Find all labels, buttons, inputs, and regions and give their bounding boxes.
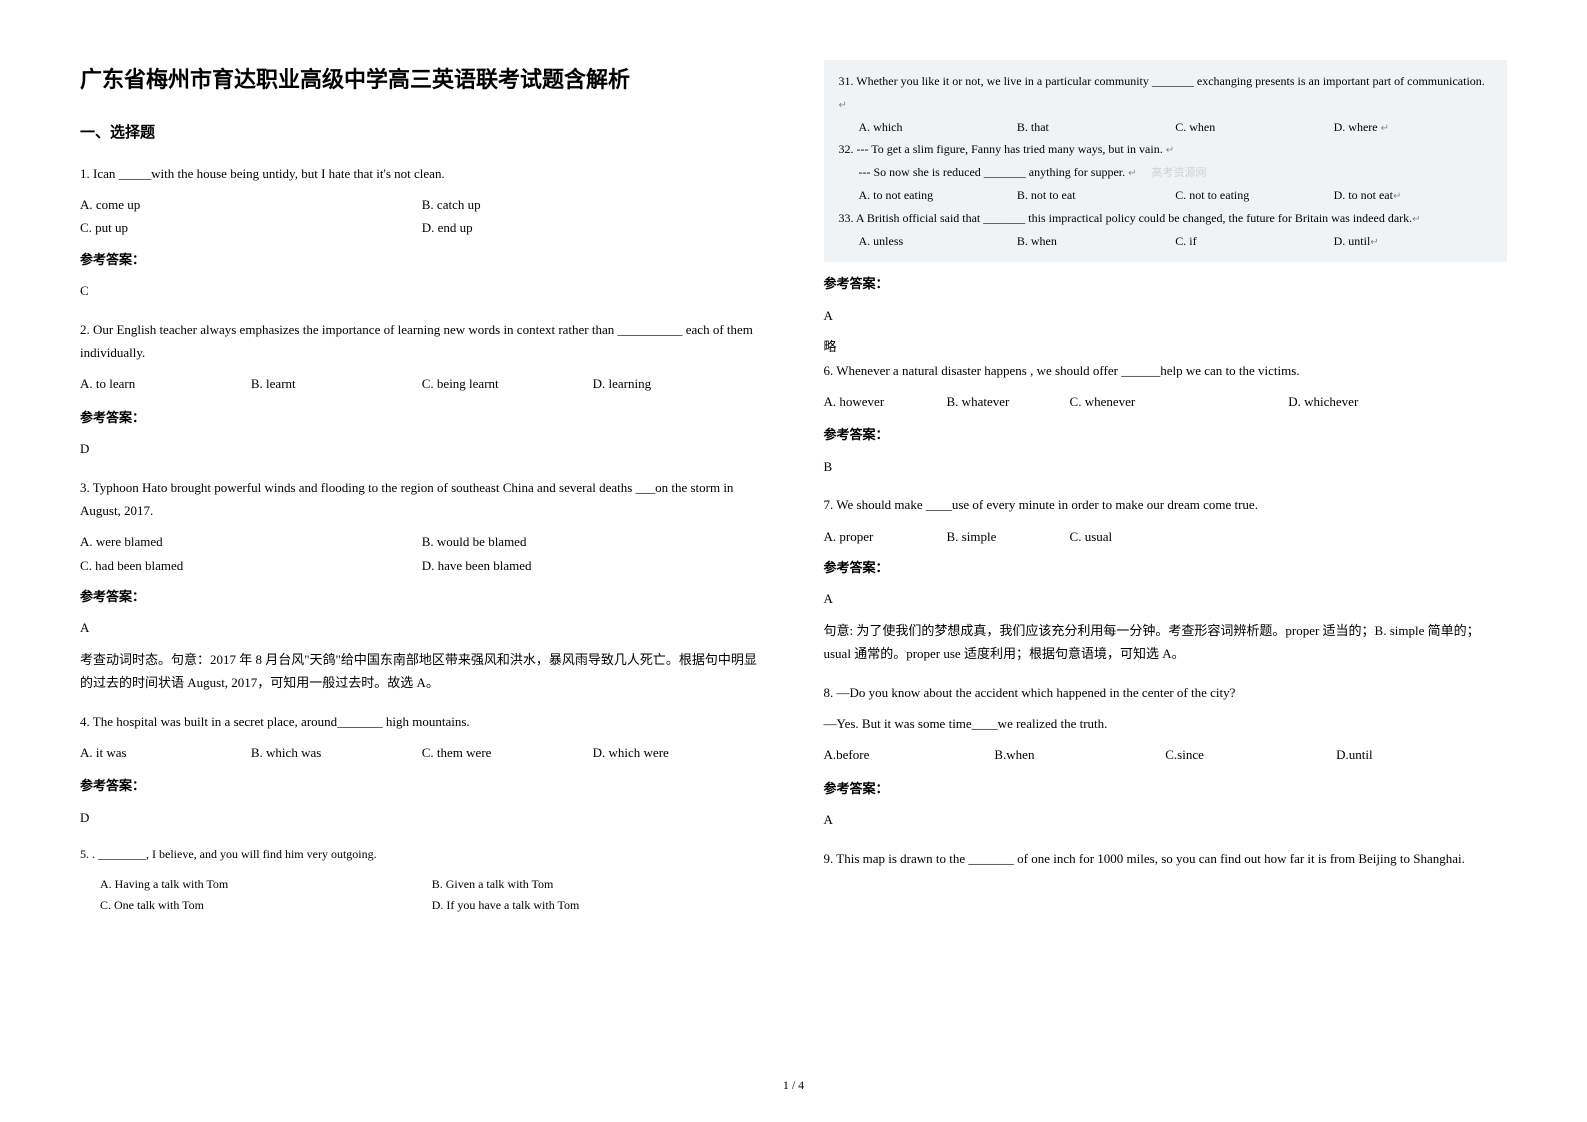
q4-answer-label: 参考答案： (80, 774, 764, 797)
q2-answer: D (80, 437, 764, 460)
q3-opt-c: C. had been blamed (80, 554, 422, 577)
q32-opt-d: D. to not eat↵ (1334, 184, 1492, 207)
q31-opt-b: B. that (1017, 116, 1175, 139)
question-5: 5. . ________, I believe, and you will f… (80, 844, 764, 917)
q32-line2: --- So now she is reduced _______ anythi… (839, 161, 1493, 184)
q6-answer: B (824, 455, 1508, 478)
q6-text: 6. Whenever a natural disaster happens ,… (824, 359, 1508, 382)
q6-opt-c: C. whenever (1070, 390, 1289, 413)
q6-opt-d: D. whichever (1288, 390, 1459, 413)
q3-explanation: 考查动词时态。句意：2017 年 8 月台风"天鸽"给中国东南部地区带来强风和洪… (80, 648, 764, 695)
q8-opt-a: A.before (824, 743, 995, 766)
image-omit: 略 (824, 335, 1508, 358)
q33-opt-c: C. if (1175, 230, 1333, 253)
q31-text: 31. Whether you like it or not, we live … (839, 70, 1493, 116)
q8-answer: A (824, 808, 1508, 831)
watermark: 高考资源网 (1152, 167, 1207, 179)
embedded-image-box: 31. Whether you like it or not, we live … (824, 60, 1508, 262)
q3-text: 3. Typhoon Hato brought powerful winds a… (80, 476, 764, 523)
q3-opt-d: D. have been blamed (422, 554, 764, 577)
q8-answer-label: 参考答案： (824, 777, 1508, 800)
q7-opt-c: C. usual (1070, 525, 1193, 548)
question-3: 3. Typhoon Hato brought powerful winds a… (80, 476, 764, 695)
q5-opt-d: D. If you have a talk with Tom (432, 895, 764, 917)
q4-opt-d: D. which were (593, 741, 764, 764)
q31-opt-d: D. where ↵ (1334, 116, 1492, 139)
q33-text: 33. A British official said that _______… (839, 207, 1493, 230)
q8-opt-d: D.until (1336, 743, 1507, 766)
q7-explanation: 句意: 为了使我们的梦想成真，我们应该充分利用每一分钟。考查形容词辨析题。pro… (824, 619, 1508, 666)
q8-opt-c: C.since (1165, 743, 1336, 766)
q8-line1: 8. —Do you know about the accident which… (824, 681, 1508, 704)
q5-opt-a: A. Having a talk with Tom (100, 874, 432, 896)
q32-opt-b: B. not to eat (1017, 184, 1175, 207)
q31-opt-c: C. when (1175, 116, 1333, 139)
question-4: 4. The hospital was built in a secret pl… (80, 710, 764, 830)
q4-opt-a: A. it was (80, 741, 251, 764)
question-2: 2. Our English teacher always emphasizes… (80, 318, 764, 461)
q9-text: 9. This map is drawn to the _______ of o… (824, 847, 1508, 870)
q8-opt-b: B.when (994, 743, 1165, 766)
question-9: 9. This map is drawn to the _______ of o… (824, 847, 1508, 870)
q5-opt-c: C. One talk with Tom (100, 895, 432, 917)
q2-opt-d: D. learning (593, 372, 764, 395)
q3-opt-a: A. were blamed (80, 530, 422, 553)
q3-answer-label: 参考答案： (80, 585, 764, 608)
q1-opt-b: B. catch up (422, 193, 764, 216)
q1-text: 1. Ican _____with the house being untidy… (80, 162, 764, 185)
page-number: 1 / 4 (783, 1075, 804, 1097)
question-7: 7. We should make ____use of every minut… (824, 493, 1508, 665)
q32-line1: 32. --- To get a slim figure, Fanny has … (839, 138, 1493, 161)
q4-text: 4. The hospital was built in a secret pl… (80, 710, 764, 733)
document-title: 广东省梅州市育达职业高级中学高三英语联考试题含解析 (80, 60, 764, 100)
q2-opt-a: A. to learn (80, 372, 251, 395)
q7-answer: A (824, 587, 1508, 610)
q3-answer: A (80, 616, 764, 639)
q5-opt-b: B. Given a talk with Tom (432, 874, 764, 896)
q7-opt-a: A. proper (824, 525, 947, 548)
q2-opt-b: B. learnt (251, 372, 422, 395)
q7-opt-b: B. simple (947, 525, 1070, 548)
q8-line2: —Yes. But it was some time____we realize… (824, 712, 1508, 735)
q1-opt-a: A. come up (80, 193, 422, 216)
q3-opt-b: B. would be blamed (422, 530, 764, 553)
q2-answer-label: 参考答案： (80, 406, 764, 429)
image-answer-label: 参考答案： (824, 272, 1508, 295)
q4-opt-c: C. them were (422, 741, 593, 764)
q33-opt-a: A. unless (859, 230, 1017, 253)
question-1: 1. Ican _____with the house being untidy… (80, 162, 764, 303)
section-heading: 一、选择题 (80, 120, 764, 147)
q2-opt-c: C. being learnt (422, 372, 593, 395)
q5-text: 5. . ________, I believe, and you will f… (80, 844, 764, 866)
q1-answer: C (80, 279, 764, 302)
q32-opt-a: A. to not eating (859, 184, 1017, 207)
question-8: 8. —Do you know about the accident which… (824, 681, 1508, 832)
image-answer: A (824, 304, 1508, 327)
q1-opt-c: C. put up (80, 216, 422, 239)
q6-opt-b: B. whatever (947, 390, 1070, 413)
q33-opt-b: B. when (1017, 230, 1175, 253)
q32-opt-c: C. not to eating (1175, 184, 1333, 207)
q1-answer-label: 参考答案： (80, 248, 764, 271)
q31-opt-a: A. which (859, 116, 1017, 139)
q2-text: 2. Our English teacher always emphasizes… (80, 318, 764, 365)
q6-opt-a: A. however (824, 390, 947, 413)
question-6: 6. Whenever a natural disaster happens ,… (824, 359, 1508, 479)
q6-answer-label: 参考答案： (824, 423, 1508, 446)
q1-opt-d: D. end up (422, 216, 764, 239)
q7-answer-label: 参考答案： (824, 556, 1508, 579)
q7-text: 7. We should make ____use of every minut… (824, 493, 1508, 516)
q4-answer: D (80, 806, 764, 829)
q33-opt-d: D. until↵ (1334, 230, 1492, 253)
q4-opt-b: B. which was (251, 741, 422, 764)
